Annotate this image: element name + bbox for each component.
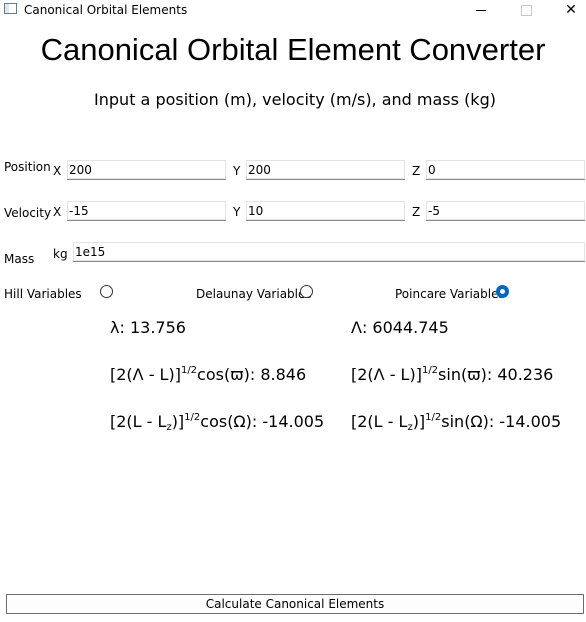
result-q: [2(L - Lz)]1/2sin(Ω): -14.005 xyxy=(351,412,561,431)
page-subtitle: Input a position (m), velocity (m/s), an… xyxy=(0,90,586,109)
page-title: Canonical Orbital Element Converter xyxy=(0,32,586,68)
poincare-variables-radio[interactable] xyxy=(496,285,509,298)
delaunay-variables-label[interactable]: Delaunay Variables xyxy=(196,287,312,301)
title-bar: Canonical Orbital Elements ✕ xyxy=(0,0,586,20)
velocity-y-label: Y xyxy=(233,205,240,219)
result-lambda: λ: 13.756 xyxy=(110,318,186,337)
velocity-label: Velocity xyxy=(4,206,51,220)
delaunay-variables-radio[interactable] xyxy=(300,285,313,298)
position-y-label: Y xyxy=(233,164,240,178)
window-title: Canonical Orbital Elements xyxy=(24,3,187,17)
poincare-variables-label[interactable]: Poincare Variables xyxy=(395,287,505,301)
result-big-lambda: Λ: 6044.745 xyxy=(351,318,449,337)
position-z-label: Z xyxy=(412,164,420,178)
maximize-button[interactable] xyxy=(503,0,549,20)
velocity-z-input[interactable] xyxy=(426,201,585,221)
minimize-icon xyxy=(476,10,486,11)
hill-variables-label[interactable]: Hill Variables xyxy=(4,287,82,301)
velocity-x-label: X xyxy=(53,205,61,219)
position-label: Position xyxy=(4,160,51,174)
close-icon: ✕ xyxy=(565,2,577,18)
velocity-z-label: Z xyxy=(412,205,420,219)
velocity-x-input[interactable] xyxy=(67,201,226,221)
position-y-input[interactable] xyxy=(246,160,405,180)
hill-variables-radio[interactable] xyxy=(100,285,113,298)
app-window-icon xyxy=(4,3,17,14)
mass-input[interactable] xyxy=(73,242,585,262)
result-p: [2(L - Lz)]1/2cos(Ω): -14.005 xyxy=(110,412,324,431)
mass-label: Mass xyxy=(4,252,34,266)
result-xi: [2(Λ - L)]1/2cos(ϖ): 8.846 xyxy=(110,365,306,384)
mass-unit-label: kg xyxy=(53,247,68,261)
velocity-y-input[interactable] xyxy=(246,201,405,221)
maximize-icon xyxy=(521,5,532,16)
close-button[interactable]: ✕ xyxy=(548,0,586,20)
position-z-input[interactable] xyxy=(426,160,585,180)
position-x-label: X xyxy=(53,164,61,178)
result-eta: [2(Λ - L)]1/2sin(ϖ): 40.236 xyxy=(351,365,553,384)
calculate-button[interactable]: Calculate Canonical Elements xyxy=(6,594,584,614)
position-x-input[interactable] xyxy=(67,160,226,180)
minimize-button[interactable] xyxy=(458,0,504,20)
